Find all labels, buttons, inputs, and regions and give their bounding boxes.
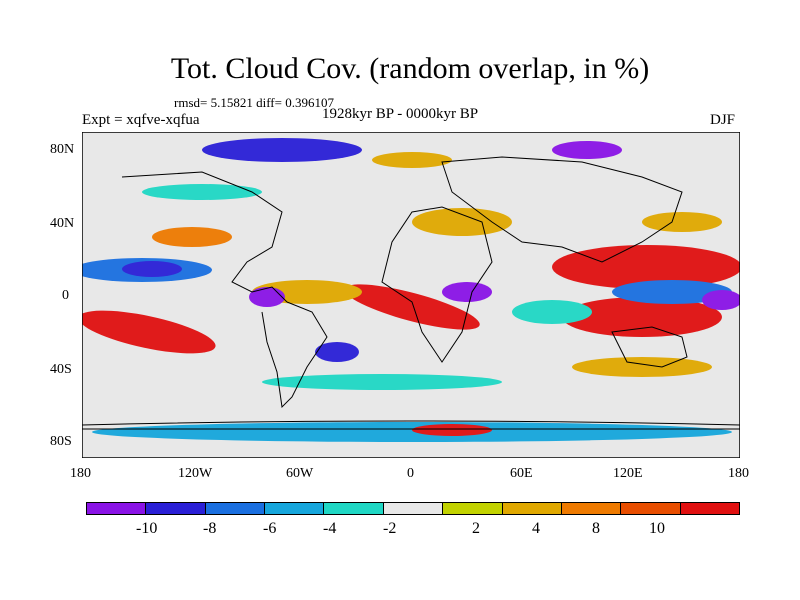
positive-anomaly-patch — [412, 208, 512, 236]
lat-label: 40N — [50, 216, 75, 231]
negative-anomaly-patch — [92, 422, 732, 442]
colorbar-label: 4 — [532, 520, 540, 537]
lon-label: 60E — [510, 466, 533, 481]
colorbar-swatch — [561, 503, 622, 514]
colorbar-label: -4 — [323, 520, 337, 537]
colorbar-swatch — [265, 503, 325, 514]
lon-label: 120E — [613, 466, 643, 481]
colorbar-label: 8 — [592, 520, 600, 537]
positive-anomaly-patch — [412, 424, 492, 436]
experiment-label: Expt = xqfve-xqfua — [82, 112, 200, 128]
colorbar-swatch — [502, 503, 562, 514]
negative-anomaly-patch — [612, 280, 732, 304]
colorbar-swatch — [324, 503, 384, 514]
colorbar-label: -2 — [383, 520, 397, 537]
negative-anomaly-patch — [262, 374, 502, 390]
colorbar-swatch — [621, 503, 681, 514]
positive-anomaly-patch — [552, 245, 740, 289]
lon-label: 0 — [407, 466, 414, 481]
lat-label: 80N — [50, 142, 75, 157]
positive-anomaly-patch — [152, 227, 232, 247]
anomaly-field — [82, 138, 740, 442]
negative-anomaly-patch — [442, 282, 492, 302]
lat-label: 80S — [50, 434, 72, 449]
negative-anomaly-patch — [702, 290, 740, 310]
negative-anomaly-patch — [315, 342, 359, 362]
positive-anomaly-patch — [572, 357, 712, 377]
negative-anomaly-patch — [512, 300, 592, 324]
negative-anomaly-patch — [122, 261, 182, 277]
season-label: DJF — [710, 112, 736, 128]
colorbar-label: 10 — [649, 520, 665, 537]
lon-label: 120W — [178, 466, 213, 481]
colorbar-swatch — [443, 503, 503, 514]
colorbar-swatch — [205, 503, 266, 514]
colorbar-label: 2 — [472, 520, 480, 537]
negative-anomaly-patch — [249, 287, 285, 307]
positive-anomaly-patch — [562, 297, 722, 337]
statistics-text: rmsd= 5.15821 diff= 0.396107 — [174, 95, 334, 110]
map-plot — [82, 132, 740, 458]
colorbar-swatch — [383, 503, 444, 514]
lat-label: 40S — [50, 362, 72, 377]
positive-anomaly-patch — [642, 212, 722, 232]
colorbar — [86, 502, 740, 515]
lon-label: 60W — [286, 466, 314, 481]
negative-anomaly-patch — [142, 184, 262, 200]
colorbar-label: -10 — [136, 520, 158, 537]
lon-label: 180 — [70, 466, 91, 481]
positive-anomaly-patch — [82, 310, 216, 354]
coastlines — [82, 156, 740, 430]
colorbar-swatch — [87, 503, 147, 514]
colorbar-label: -6 — [263, 520, 277, 537]
colorbar-swatch — [146, 503, 206, 514]
colorbar-swatch — [680, 503, 739, 514]
period-label: 1928kyr BP - 0000kyr BP — [322, 106, 479, 122]
negative-anomaly-patch — [202, 138, 362, 162]
positive-anomaly-patch — [372, 152, 452, 168]
colorbar-label: -8 — [203, 520, 217, 537]
negative-anomaly-patch — [552, 141, 622, 159]
plot-title: Tot. Cloud Cov. (random overlap, in %) — [170, 52, 650, 85]
positive-anomaly-patch — [344, 284, 480, 330]
lat-label: 0 — [62, 288, 69, 303]
lon-label: 180 — [728, 466, 749, 481]
